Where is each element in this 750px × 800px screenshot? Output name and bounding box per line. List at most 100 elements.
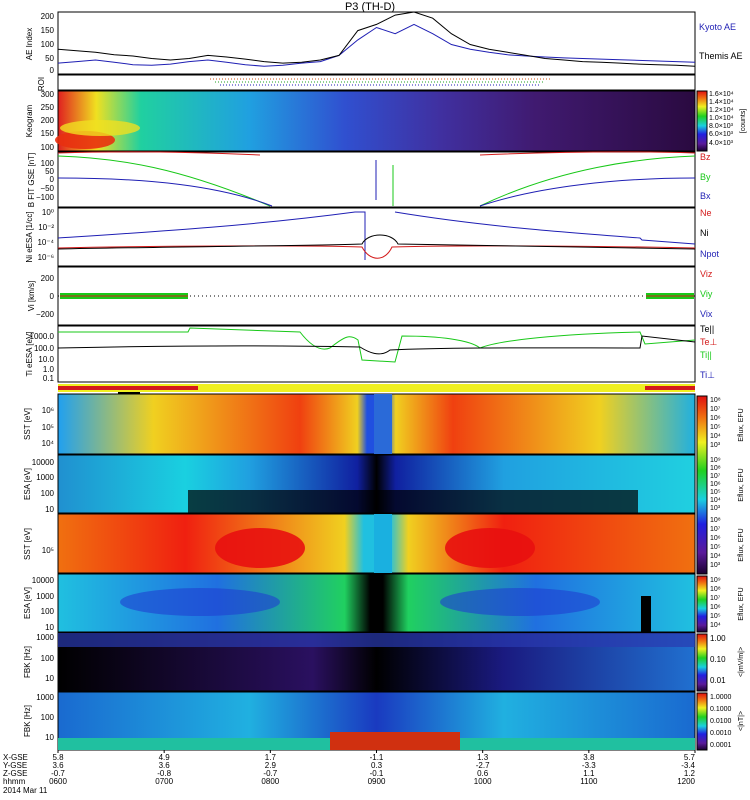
x-tick-label-y: 2.9 (265, 761, 277, 770)
ytick-label: 10000 (32, 458, 55, 467)
ytick-label: 150 (41, 129, 55, 138)
panel-density: Ni eESA [1/cc] 10⁰ 10⁻² 10⁻⁴ 10⁻⁶ Ne Ni … (25, 207, 720, 267)
x-tick-label-x: 1.7 (265, 753, 277, 762)
ytick-label: 10⁻⁶ (38, 253, 54, 262)
legend-npot: Npot (700, 249, 720, 259)
ytick-label: 10 (45, 674, 54, 683)
colorbar-tick: 0.0001 (710, 742, 732, 749)
legend-te-perp: Te⊥ (700, 337, 718, 347)
ytick-label: 0 (50, 66, 55, 75)
axis-row-label: Z-GSE (3, 769, 27, 778)
colorbar-tick: 1.4×10⁴ (709, 99, 734, 106)
ytick-label: 10⁵ (42, 423, 54, 432)
x-tick-label-x: -1.1 (370, 753, 384, 762)
colorbar-keogram (696, 90, 708, 152)
colorbar-tick: 1.0×10⁴ (709, 115, 734, 122)
x-tick-label-t: 1200 (677, 777, 695, 786)
x-tick-label-t: 0600 (49, 777, 67, 786)
ytick-label: 0.1 (43, 374, 55, 383)
ytick-label: 100 (41, 713, 55, 722)
ylabel-velocity: Vi [km/s] (27, 281, 36, 312)
ytick-label: 10 (45, 733, 54, 742)
x-tick-label-y: -3.4 (681, 761, 695, 770)
colorbar-tick: 8.0×10³ (709, 123, 734, 130)
ytick-label: 10 (45, 623, 54, 632)
ytick-label: 100 (41, 159, 55, 168)
axis-row-label: hhmm (3, 777, 26, 786)
colorbar-tick: 10⁵ (710, 613, 721, 620)
ylabel-esa-electron: ESA [eV] (23, 587, 32, 619)
colorbar-tick: 10⁸ (710, 586, 721, 593)
colorbar-tick: 1.0000 (710, 694, 732, 701)
panel-esa-ion: ESA [eV] 10000 1000 100 10 (23, 454, 696, 514)
panel-roi: ROI (37, 74, 696, 91)
colorbar-tick: 10⁶ (710, 481, 721, 488)
colorbar-label: [counts] (740, 109, 747, 134)
ylabel-fbk-b: FBK [Hz] (23, 705, 32, 737)
ylabel-sst-electron: SST [eV] (23, 528, 32, 560)
legend-ti-perp: Ti⊥ (700, 370, 715, 380)
panel-ae-index: AE Index 200 150 100 50 0 Kyoto AE Themi… (25, 11, 743, 75)
legend-viy: Viy (700, 289, 713, 299)
colorbar-tick: 10⁹ (710, 457, 721, 464)
series-line-bx (57, 177, 696, 207)
x-tick-label-y: 3.6 (52, 761, 64, 770)
panel-sst-ion: SST [eV] 10⁶ 10⁵ 10⁴ (23, 393, 696, 455)
ylabel-ae: AE Index (25, 28, 34, 60)
series-line-ti (58, 327, 696, 363)
ytick-label: 10000 (32, 576, 55, 585)
legend-ni: Ni (700, 228, 709, 238)
x-tick-label-t: 1100 (580, 777, 598, 786)
ytick-label: 10⁰ (42, 208, 54, 217)
ylabel-temperature: Ti eESA [eV] (25, 331, 34, 376)
panel-sst-electron: SST [eV] 10⁵ (23, 513, 696, 574)
x-tick-label-y: 0.3 (371, 761, 383, 770)
colorbar-tick: 10⁷ (710, 595, 721, 602)
legend-kyoto-ae: Kyoto AE (699, 22, 736, 32)
ytick-label: 100 (41, 40, 55, 49)
x-tick-label-t: 0700 (155, 777, 173, 786)
ytick-label: 250 (41, 103, 55, 112)
series-line-ni (57, 211, 696, 260)
ytick-label: 1000 (36, 693, 54, 702)
ytick-label: 0 (50, 292, 55, 301)
colorbar-tick: 0.1000 (710, 706, 732, 713)
ylabel-density: Ni eESA [1/cc] (25, 211, 34, 262)
ylabel-esa-ion: ESA [eV] (23, 468, 32, 500)
ytick-label: 10⁻⁴ (37, 238, 54, 247)
ytick-label: −200 (36, 310, 55, 319)
x-tick-label-x: 5.8 (52, 753, 64, 762)
colorbar-tick: 6.0×10³ (709, 131, 734, 138)
ytick-label: 1000 (36, 473, 54, 482)
ytick-label: 300 (41, 90, 55, 99)
panel-esa-electron: ESA [eV] 10000 1000 100 10 (23, 573, 696, 633)
x-tick-label-z: -0.7 (51, 769, 65, 778)
x-tick-label-y: -3.3 (582, 761, 596, 770)
ylabel-roi: ROI (37, 77, 46, 91)
figure-title: P3 (TH-D) (345, 1, 395, 13)
x-tick-label-t: 0800 (261, 777, 279, 786)
axis-row-label: Y-GSE (3, 761, 27, 770)
ytick-label: 100 (41, 143, 55, 152)
ytick-label: 1.0 (43, 365, 55, 374)
series-line-kyoto-ae (57, 23, 696, 67)
ylabel-keogram: Keogram (25, 104, 34, 137)
ylabel-bfield: B FIT GSE [nT] (27, 153, 36, 208)
x-tick-label-t: 0900 (368, 777, 386, 786)
ytick-label: −50 (40, 184, 54, 193)
ytick-label: 100 (41, 607, 55, 616)
colorbar-tick: 10⁶ (710, 415, 721, 422)
colorbar-tick: 10⁴ (710, 622, 721, 629)
colorbar-tick: 1.00 (710, 634, 726, 643)
colorbar-label: Eflux, EFU (738, 408, 745, 441)
ytick-label: 10⁻² (38, 223, 54, 232)
ytick-label: 100 (41, 489, 55, 498)
ytick-label: 0 (50, 175, 55, 184)
colorbar-label: Eflux, EFU (738, 528, 745, 561)
ytick-label: 150 (41, 26, 55, 35)
colorbar-tick: 1.6×10⁴ (709, 91, 734, 98)
ytick-label: 1000 (36, 592, 54, 601)
series-line-npot (57, 234, 696, 250)
colorbar-tick: 10⁷ (710, 526, 721, 533)
ytick-label: 100.0 (34, 344, 55, 353)
